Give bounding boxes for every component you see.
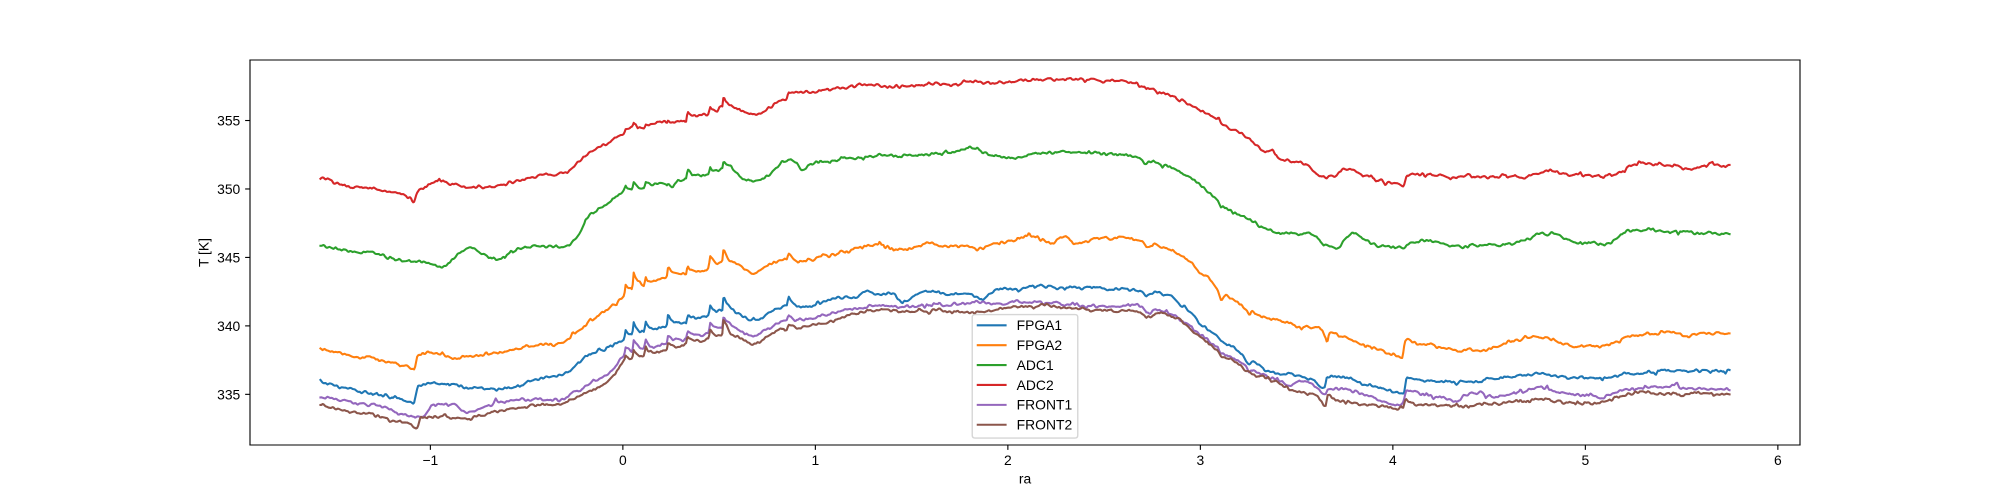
svg-text:−1: −1 <box>422 452 438 468</box>
svg-text:T [K]: T [K] <box>196 238 212 267</box>
svg-text:ra: ra <box>1019 470 1032 486</box>
svg-text:ADC1: ADC1 <box>1017 357 1054 373</box>
svg-text:1: 1 <box>812 452 820 468</box>
svg-text:335: 335 <box>217 386 240 402</box>
svg-text:345: 345 <box>217 249 240 265</box>
svg-text:FRONT2: FRONT2 <box>1017 417 1073 433</box>
svg-text:350: 350 <box>217 181 240 197</box>
svg-text:FPGA2: FPGA2 <box>1017 337 1063 353</box>
svg-text:340: 340 <box>217 318 240 334</box>
svg-text:3: 3 <box>1197 452 1205 468</box>
svg-text:FRONT1: FRONT1 <box>1017 397 1073 413</box>
svg-text:FPGA1: FPGA1 <box>1017 317 1063 333</box>
svg-text:6: 6 <box>1774 452 1782 468</box>
svg-text:5: 5 <box>1582 452 1590 468</box>
svg-text:355: 355 <box>217 113 240 129</box>
svg-text:0: 0 <box>619 452 627 468</box>
svg-text:ADC2: ADC2 <box>1017 377 1054 393</box>
svg-text:2: 2 <box>1004 452 1012 468</box>
svg-text:4: 4 <box>1389 452 1397 468</box>
